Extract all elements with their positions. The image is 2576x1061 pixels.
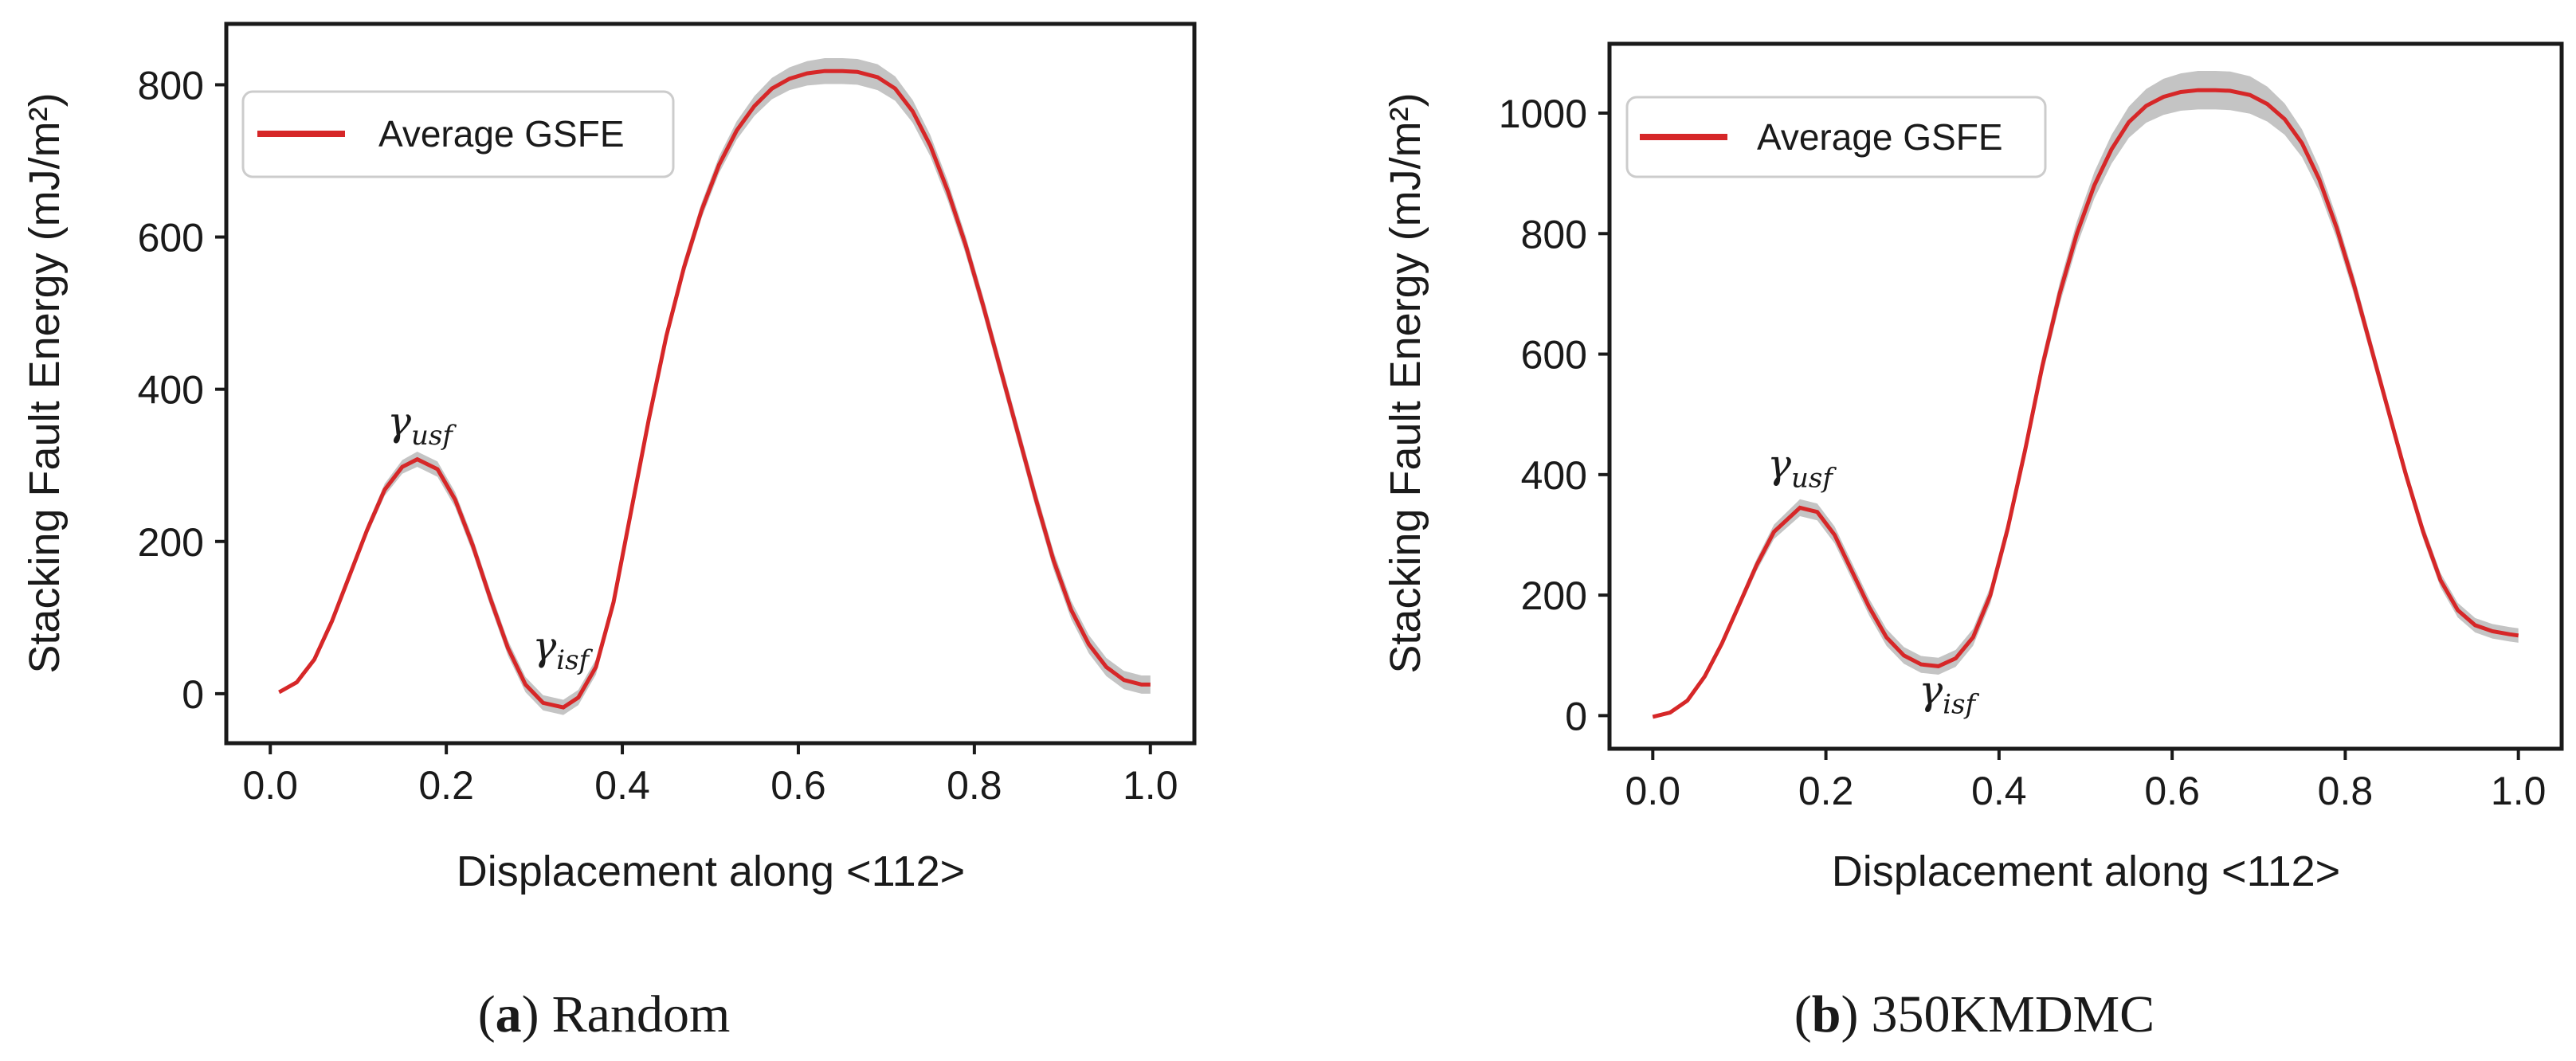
caption-title-b: 350KMDMC [1871,985,2155,1043]
x-tick-label: 0.6 [770,763,826,808]
caption-b: (b) 350KMDMC [1794,985,2155,1043]
series-average-gsfe-a [278,69,1151,710]
legend-b: Average GSFE [1625,96,2047,178]
x-tick-label: 0.4 [594,763,650,808]
annotation-gamma-symbol: γ [1767,441,1791,487]
x-axis-title-b: Displacement along <112> [1832,848,2340,895]
legend-label-a: Average GSFE [378,113,625,155]
y-tick-label: 400 [1521,453,1587,498]
uncertainty-band-b [1653,71,2519,718]
y-tick-label: 400 [138,368,204,413]
x-tick-label: 0.8 [2318,769,2374,813]
annotation-gamma-usf: γusf [1767,441,1837,495]
x-tick-label: 0.6 [2144,769,2200,813]
annotation-subscript: usf [1791,463,1837,495]
y-tick-label: 0 [182,672,204,717]
ticks-b [1598,111,2520,760]
y-tick-label: 800 [138,63,204,108]
annotation-subscript: usf [411,420,457,452]
caption-letter-a: a [496,985,522,1043]
caption-close-a: ) [522,985,539,1043]
caption-letter-b: b [1812,985,1841,1043]
y-tick-label: 600 [1521,333,1587,378]
annotation-gamma-symbol: γ [387,398,411,444]
y-tick-label: 1000 [1499,92,1587,136]
y-axis-title-a: Stacking Fault Energy (mJ/m²) [21,92,69,673]
plot-frame-a [224,22,1197,746]
caption-a: (a) Random [478,985,731,1043]
y-tick-label: 800 [1521,212,1587,256]
x-tick-label: 0.2 [418,763,474,808]
x-tick-label: 0.0 [242,763,298,808]
caption-title-a: Random [552,985,731,1043]
legend-label-b: Average GSFE [1757,116,2003,158]
plot-frame-b [1607,41,2564,751]
x-axis-title-a: Displacement along <112> [457,848,965,895]
annotation-gamma-symbol: γ [532,623,556,669]
tick-labels-a: 0.0 0.2 0.4 0.6 0.8 1.0 0 200 400 600 800 [138,63,1178,808]
annotation-subscript: isf [556,644,593,676]
legend-box-b [1625,96,2047,178]
legend-a: Average GSFE [241,90,675,178]
caption-open-a: ( [478,985,496,1043]
y-axis-title-b: Stacking Fault Energy (mJ/m²) [1382,92,1429,673]
average-gsfe-line [278,69,1151,710]
series-average-gsfe-b [1652,88,2519,719]
average-gsfe-line [1652,88,2519,719]
uncertainty-band-area [1653,71,2519,718]
caption-open-b: ( [1794,985,1812,1043]
x-tick-label: 0.0 [1625,769,1681,813]
x-tick-label: 1.0 [2491,769,2547,813]
x-tick-label: 0.4 [1971,769,2027,813]
legend-box-a [241,90,675,178]
x-tick-label: 0.2 [1798,769,1854,813]
caption-close-b: ) [1841,985,1859,1043]
tick-labels-b: 0.0 0.2 0.4 0.6 0.8 1.0 0 200 400 600 800 1000 [1499,92,2547,813]
x-tick-label: 0.8 [947,763,1002,808]
annotation-gamma-isf: γisf [532,623,593,676]
y-tick-label: 200 [1521,574,1587,618]
y-tick-label: 200 [138,520,204,565]
x-tick-label: 1.0 [1123,763,1178,808]
ticks-a [215,83,1152,754]
y-tick-label: 0 [1565,694,1587,738]
annotation-gamma-usf: γusf [387,398,457,452]
annotation-subscript: isf [1943,688,1979,720]
y-tick-label: 600 [138,216,204,260]
annotation-gamma-isf: γisf [1919,667,1979,720]
annotation-gamma-symbol: γ [1919,667,1943,713]
